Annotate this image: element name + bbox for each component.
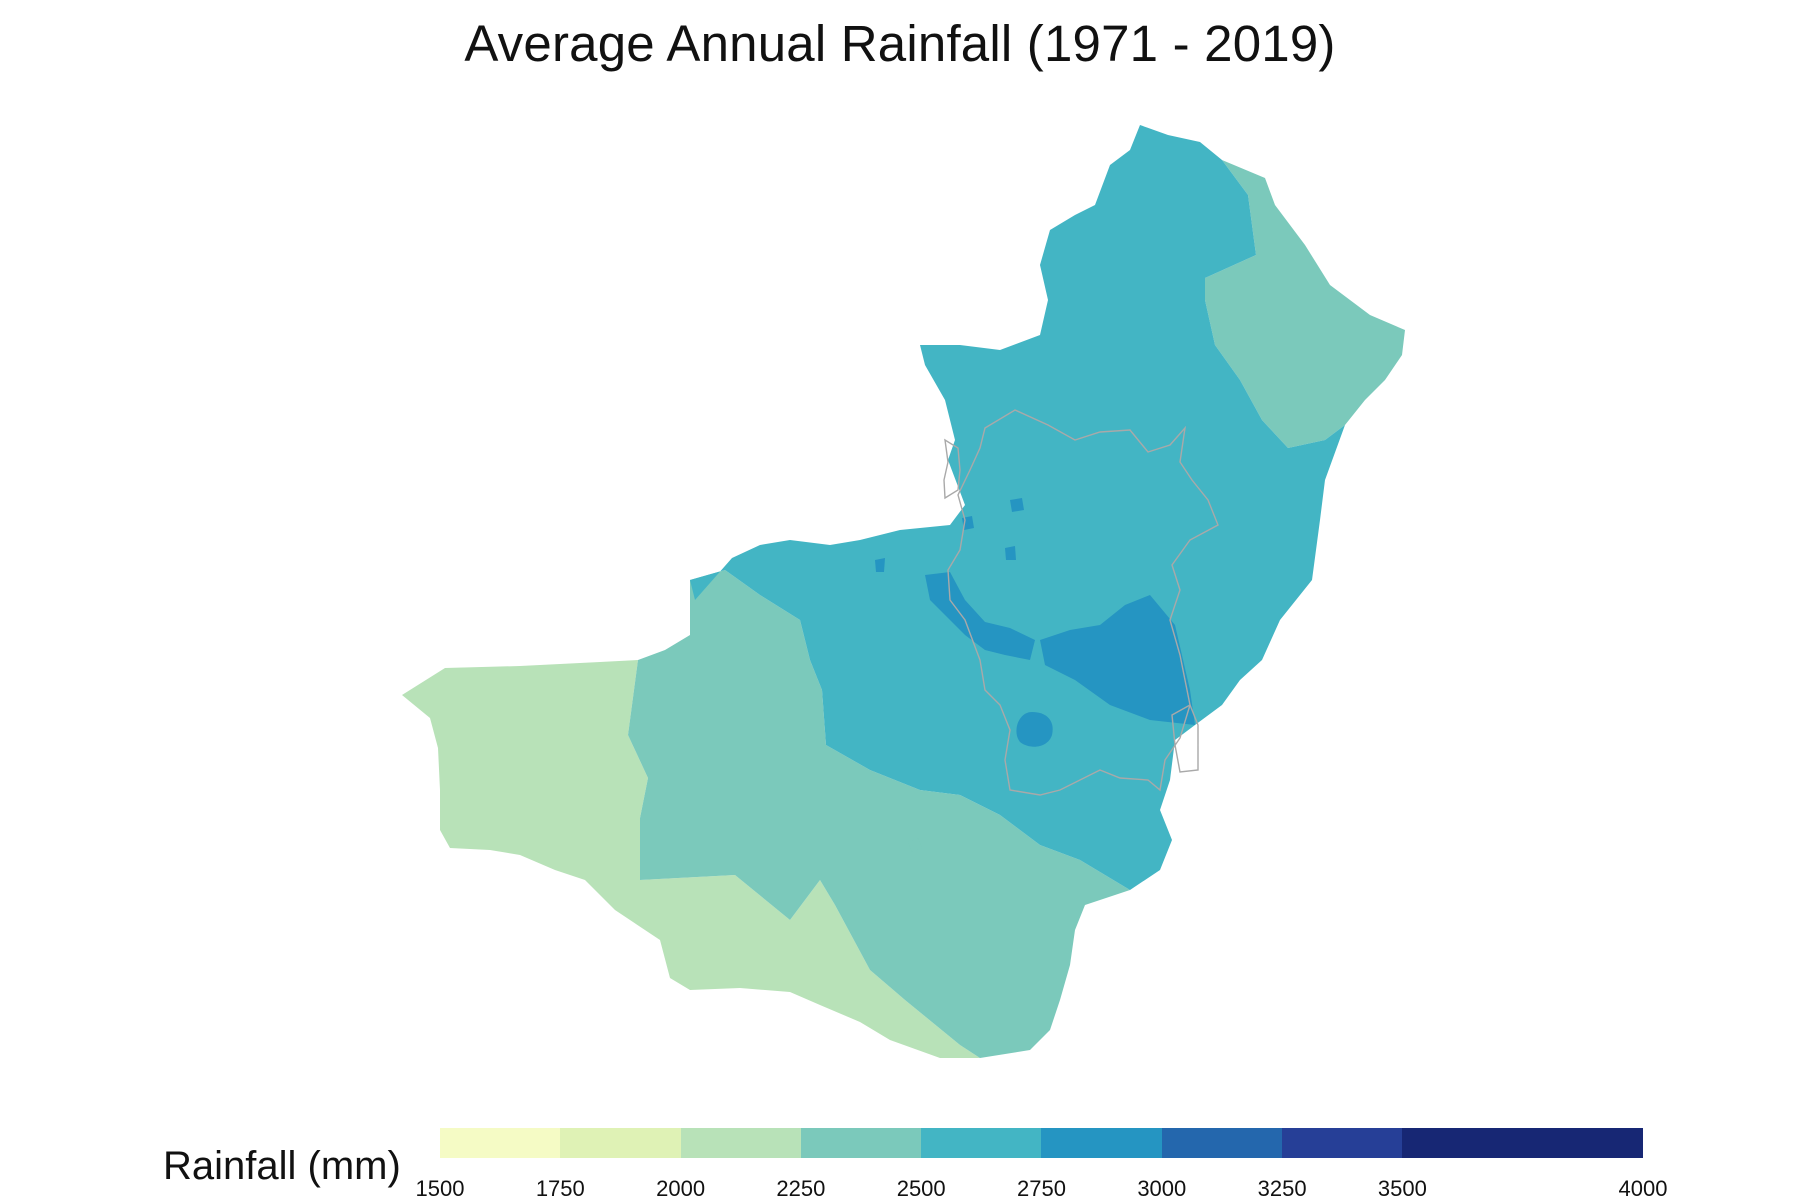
region-northeast-strip[interactable]: [1205, 160, 1405, 448]
legend-tick-2250: 2250: [776, 1176, 826, 1200]
legend-tick-3000: 3000: [1137, 1176, 1187, 1200]
legend-tick-1750: 1750: [535, 1176, 585, 1200]
legend-swatch-2250-2500: [800, 1128, 922, 1158]
region-small-patch[interactable]: [908, 838, 922, 852]
region-high-rainfall-dot-3[interactable]: [1005, 546, 1016, 560]
legend-swatch-2750-3000: [1041, 1128, 1162, 1158]
legend-swatch-1750-2000: [560, 1128, 681, 1158]
legend-swatch-3250-3500: [1282, 1128, 1403, 1158]
region-west-low[interactable]: [402, 660, 980, 1058]
legend-tick-2500: 2500: [896, 1176, 946, 1200]
legend-swatch-3000-3250: [1161, 1128, 1283, 1158]
legend-tick-2750: 2750: [1017, 1176, 1066, 1200]
legend-tick-4000: 4000: [1618, 1176, 1668, 1200]
region-high-rainfall-dot-4[interactable]: [875, 558, 885, 572]
legend-swatch-2500-2750: [921, 1128, 1042, 1158]
legend-color-bar: [440, 1128, 1643, 1158]
district-boundary: [947, 409, 1219, 796]
legend-tick-labels: 1500 1750 2000 2250 2500 2750 3000 3250 3500 4000: [0, 1176, 1800, 1200]
legend-title: Rainfall (mm): [163, 1144, 401, 1188]
region-south-central[interactable]: [628, 570, 1130, 1058]
southeast-border-notch: [1171, 704, 1199, 773]
legend-tick-1500: 1500: [415, 1176, 465, 1200]
map-title: Average Annual Rainfall (1971 - 2019): [464, 15, 1336, 72]
legend-tick-3500: 3500: [1377, 1176, 1427, 1200]
region-high-rainfall-pocket[interactable]: [1016, 712, 1053, 747]
legend-tick-3250: 3250: [1257, 1176, 1307, 1200]
legend-tick-2000: 2000: [656, 1176, 706, 1200]
region-high-rainfall-east[interactable]: [1040, 595, 1195, 725]
legend-swatch-2000-2250: [680, 1128, 801, 1158]
legend-swatch-1500-1750: [440, 1128, 561, 1158]
region-high-rainfall-channel[interactable]: [925, 572, 1035, 660]
legend-swatch-3500-4000: [1402, 1128, 1643, 1158]
west-border-notch: [943, 438, 961, 500]
region-high-rainfall-dot-1[interactable]: [1010, 498, 1024, 512]
